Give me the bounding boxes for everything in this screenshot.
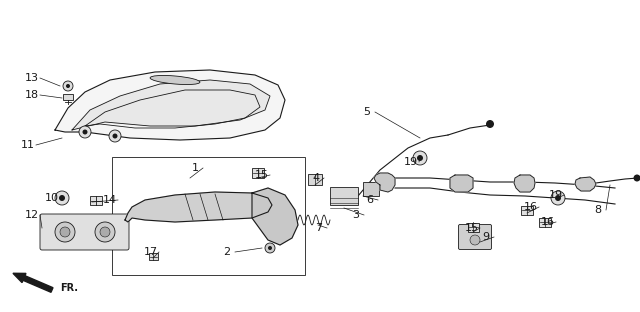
Polygon shape [55, 70, 285, 140]
Circle shape [113, 134, 118, 139]
Circle shape [83, 129, 88, 134]
Circle shape [551, 191, 565, 205]
Text: 3: 3 [353, 210, 360, 220]
Bar [539, 218, 551, 227]
Circle shape [60, 227, 70, 237]
Text: 2: 2 [223, 247, 230, 257]
Circle shape [417, 155, 423, 161]
Ellipse shape [150, 76, 200, 85]
Polygon shape [125, 192, 272, 222]
FancyBboxPatch shape [458, 225, 492, 250]
Text: 13: 13 [25, 73, 39, 83]
Circle shape [66, 84, 70, 88]
Text: 17: 17 [144, 247, 158, 257]
Circle shape [55, 222, 75, 242]
Circle shape [470, 235, 480, 245]
Circle shape [268, 246, 272, 250]
Polygon shape [72, 80, 270, 130]
Text: 7: 7 [316, 223, 323, 233]
Circle shape [63, 81, 73, 91]
Bar [252, 168, 264, 178]
Text: 14: 14 [103, 195, 117, 205]
Circle shape [55, 191, 69, 205]
Text: 5: 5 [364, 107, 371, 117]
Polygon shape [575, 177, 596, 191]
Bar [112, 157, 305, 275]
Bar [468, 223, 479, 232]
Text: FR.: FR. [60, 283, 78, 293]
Polygon shape [514, 175, 535, 192]
Bar [63, 94, 73, 100]
Circle shape [95, 222, 115, 242]
Circle shape [265, 243, 275, 253]
Circle shape [486, 120, 494, 128]
Bar [330, 187, 358, 205]
Circle shape [109, 130, 121, 142]
FancyBboxPatch shape [40, 214, 129, 250]
Circle shape [413, 151, 427, 165]
Text: 8: 8 [595, 205, 602, 215]
Bar [149, 253, 158, 260]
Circle shape [100, 227, 110, 237]
Bar [90, 196, 102, 205]
Circle shape [59, 195, 65, 201]
Circle shape [634, 174, 640, 182]
Bar [521, 206, 533, 215]
Text: 10: 10 [45, 193, 59, 203]
Circle shape [555, 195, 561, 201]
Text: 11: 11 [21, 140, 35, 150]
Polygon shape [252, 188, 298, 245]
Text: 15: 15 [255, 170, 269, 180]
Text: 19: 19 [404, 157, 418, 167]
Text: 16: 16 [524, 202, 538, 212]
Text: 12: 12 [25, 210, 39, 220]
Polygon shape [450, 175, 473, 192]
Polygon shape [374, 173, 395, 192]
Circle shape [79, 126, 91, 138]
Text: 9: 9 [483, 232, 490, 242]
Text: 4: 4 [312, 173, 319, 183]
Text: 15: 15 [465, 223, 479, 233]
Text: 19: 19 [549, 190, 563, 200]
Text: 16: 16 [541, 217, 555, 227]
Text: 1: 1 [191, 163, 198, 173]
Bar [363, 182, 379, 196]
Bar [308, 174, 322, 185]
FancyArrow shape [13, 273, 53, 292]
Text: 6: 6 [367, 195, 374, 205]
Text: 18: 18 [25, 90, 39, 100]
